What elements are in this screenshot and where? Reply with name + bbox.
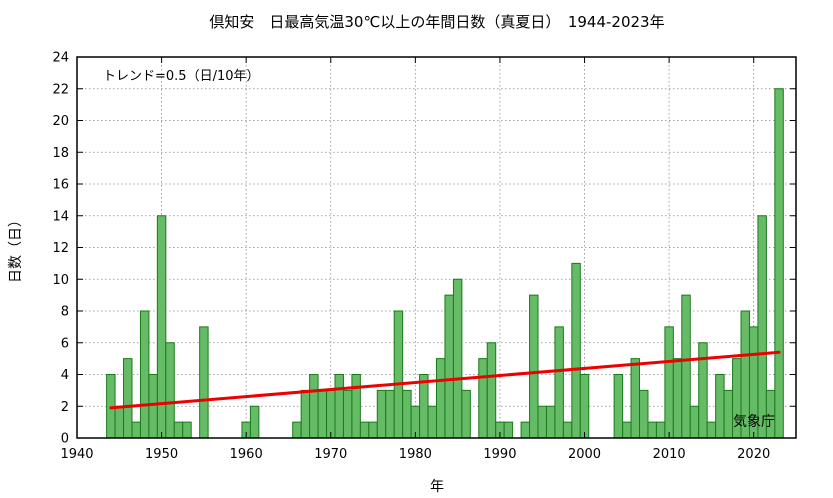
- bar: [664, 326, 674, 439]
- bar: [393, 310, 404, 439]
- trend-line: [109, 350, 781, 410]
- x-tick-label: 1970: [314, 447, 347, 462]
- credit-label: 気象庁: [733, 414, 775, 430]
- y-tick-label: 10: [52, 273, 69, 288]
- y-tick-label: 14: [52, 209, 69, 224]
- bar: [503, 421, 514, 439]
- bar: [715, 374, 725, 439]
- chart-title: 倶知安 日最高気温30℃以上の年間日数（真夏日） 1944-2023年: [209, 13, 664, 31]
- bar: [655, 421, 666, 439]
- bar: [148, 374, 158, 439]
- y-tick-label: 8: [61, 305, 69, 320]
- bar: [452, 278, 463, 439]
- bar: [681, 294, 691, 439]
- bar: [689, 405, 700, 439]
- y-tick-label: 16: [52, 178, 69, 193]
- x-tick-label: 1990: [483, 447, 516, 462]
- x-tick-label: 2020: [737, 447, 770, 462]
- bar: [647, 421, 657, 439]
- bar: [376, 389, 387, 439]
- bar: [545, 405, 556, 439]
- bar: [317, 389, 328, 439]
- bar: [478, 358, 488, 439]
- bar: [351, 374, 361, 439]
- bar: [427, 405, 437, 439]
- bar: [368, 421, 378, 439]
- bar: [249, 405, 260, 439]
- bar: [444, 294, 454, 439]
- bar: [579, 374, 590, 439]
- bar: [182, 421, 192, 439]
- bar: [199, 326, 209, 439]
- trend-annotation: トレンド=0.5（日/10年）: [103, 69, 260, 84]
- y-tick-label: 12: [52, 241, 69, 256]
- bar: [639, 389, 649, 439]
- y-tick-label: 4: [61, 368, 69, 383]
- bar: [672, 358, 683, 439]
- bar: [436, 358, 446, 439]
- bar: [630, 358, 641, 439]
- y-tick-label: 0: [61, 432, 69, 447]
- bar: [520, 421, 531, 439]
- bar: [300, 389, 311, 439]
- bar: [173, 421, 184, 439]
- bar: [114, 405, 125, 439]
- x-axis-label: 年: [430, 479, 444, 495]
- bar: [613, 374, 624, 439]
- bar: [165, 342, 175, 439]
- y-axis-label: 日数（日）: [8, 213, 24, 283]
- bar: [326, 389, 336, 439]
- bar: [402, 389, 412, 439]
- bar: [529, 294, 539, 439]
- bar: [292, 421, 302, 439]
- bar: [774, 88, 784, 439]
- x-tick-label: 1980: [399, 447, 432, 462]
- bar: [419, 374, 429, 439]
- y-tick-label: 24: [52, 51, 69, 66]
- bar: [571, 262, 581, 439]
- bar: [309, 374, 319, 439]
- bars: [106, 88, 784, 439]
- y-tick-label: 18: [52, 146, 69, 161]
- bar: [131, 421, 141, 439]
- y-tick-label: 22: [52, 82, 69, 97]
- bar: [334, 374, 344, 439]
- bar: [461, 389, 471, 439]
- bar: [342, 389, 353, 439]
- y-tick-label: 6: [61, 336, 69, 351]
- bar: [359, 421, 370, 439]
- bar: [385, 389, 395, 439]
- bar: [139, 310, 150, 439]
- bar: [486, 342, 497, 439]
- bar: [537, 405, 547, 439]
- y-tick-label: 2: [61, 400, 69, 415]
- y-tick-label: 20: [52, 114, 69, 129]
- bar: [723, 389, 734, 439]
- bar: [562, 421, 573, 439]
- x-tick-label: 1960: [230, 447, 263, 462]
- bar: [622, 421, 632, 439]
- bar: [757, 215, 767, 439]
- x-tick-label: 2000: [568, 447, 601, 462]
- x-tick-label: 1950: [145, 447, 178, 462]
- bar: [554, 326, 564, 439]
- x-tick-label: 1940: [60, 447, 93, 462]
- bar: [706, 421, 717, 439]
- x-tick-label: 2010: [653, 447, 686, 462]
- bar: [123, 358, 133, 439]
